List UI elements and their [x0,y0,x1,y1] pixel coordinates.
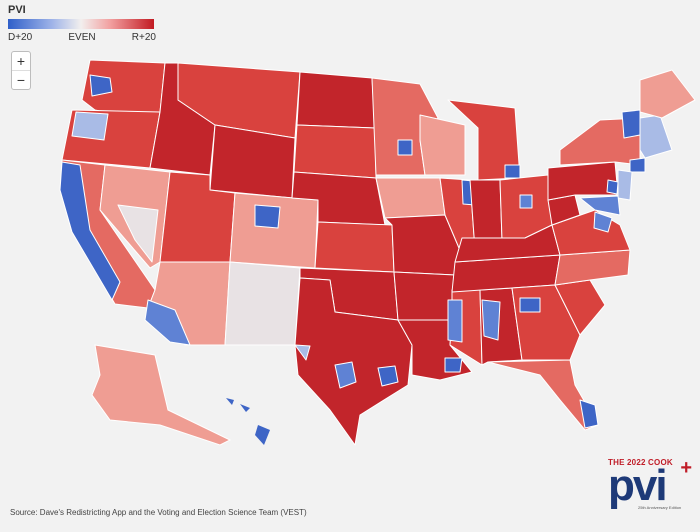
district-nyc[interactable] [629,157,646,173]
district-atlanta[interactable] [519,297,541,313]
zoom-out-button[interactable]: − [12,70,30,89]
district-new-orleans[interactable] [444,357,463,373]
logo-subtitle: 25th Anniversary Edition [638,505,682,510]
district-northern-virginia[interactable] [593,211,613,233]
district-mississippi-delta[interactable] [447,299,463,343]
state-michigan[interactable] [447,99,521,181]
zoom-in-button[interactable]: + [16,53,26,69]
state-texas[interactable] [294,277,413,446]
state-north-dakota[interactable] [296,71,376,129]
cook-pvi-logo: THE 2022 COOK + pvi 25th Anniversary Edi… [608,458,694,528]
logo-main-text: pvi [608,461,668,510]
state-arkansas[interactable] [393,271,456,321]
logo-top-text: THE 2022 COOK [608,458,673,467]
state-north-carolina[interactable] [554,249,631,286]
state-new-jersey[interactable] [617,169,633,201]
logo-plus-icon: + [680,457,692,479]
district-denver[interactable] [254,204,281,229]
district-california-coast[interactable] [59,161,121,301]
district-las-vegas[interactable] [117,204,159,263]
legend-labels: D+20 EVEN R+20 [8,32,156,43]
state-maine[interactable] [639,69,696,119]
source-note: Source: Dave's Redistricting App and the… [10,508,307,517]
district-south-florida[interactable] [579,399,599,429]
state-wisconsin[interactable] [419,114,466,176]
district-minneapolis[interactable] [397,139,413,156]
pvi-legend: PVI D+20 EVEN R+20 [8,4,156,43]
state-wyoming[interactable] [209,124,296,199]
state-vermont-nh[interactable] [621,109,641,139]
state-colorado[interactable] [229,192,319,269]
district-detroit[interactable] [504,164,521,179]
district-phoenix-tucson[interactable] [144,299,191,346]
district-seattle[interactable] [89,74,113,97]
district-portland[interactable] [71,111,109,141]
district-el-paso[interactable] [294,344,311,361]
legend-title: PVI [8,4,26,16]
legend-color-scale [8,19,154,29]
state-kansas[interactable] [314,221,395,273]
state-iowa[interactable] [375,177,446,219]
state-new-mexico[interactable] [224,261,301,346]
state-new-england[interactable] [639,114,673,159]
district-austin-san-antonio[interactable] [334,361,357,389]
state-south-dakota[interactable] [293,124,377,179]
district-columbus[interactable] [519,194,533,209]
state-maryland-delaware[interactable] [579,195,621,216]
legend-right-label: R+20 [131,32,156,43]
district-birmingham[interactable] [481,299,501,341]
state-florida[interactable] [487,359,599,431]
district-houston[interactable] [377,365,399,387]
state-hawaii[interactable] [226,398,270,445]
legend-mid-label: EVEN [68,32,96,43]
district-philadelphia[interactable] [606,179,619,195]
legend-left-label: D+20 [8,32,33,43]
zoom-control: + − [11,51,31,90]
state-alaska[interactable] [91,344,232,446]
